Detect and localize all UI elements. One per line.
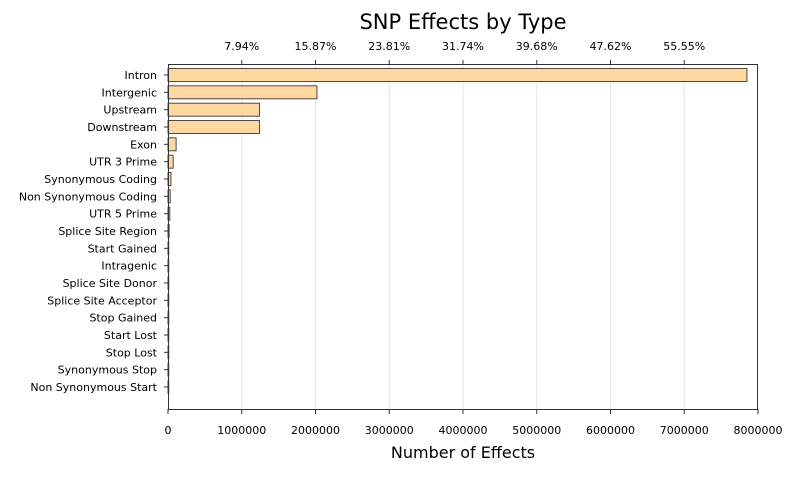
category-label: UTR 5 Prime xyxy=(89,208,157,221)
chart-title: SNP Effects by Type xyxy=(359,10,566,34)
x-tick-label: 7000000 xyxy=(660,424,709,437)
bar xyxy=(167,102,260,117)
category-labels: Intron Intergenic Upstream Downstream Exon UT… xyxy=(19,69,168,394)
category-label: Downstream xyxy=(87,121,157,134)
category-label: Synonymous Stop xyxy=(58,364,157,377)
percent-tick-label: 23.81% xyxy=(368,40,410,53)
x-tick-label: 3000000 xyxy=(365,424,414,437)
x-axis-label: Number of Effects xyxy=(391,443,535,462)
percent-tick-label: 47.62% xyxy=(590,40,632,53)
category-label: Stop Lost xyxy=(106,346,158,359)
x-tick-label: 4000000 xyxy=(439,424,488,437)
percent-tick-label: 39.68% xyxy=(516,40,558,53)
bars-layer xyxy=(167,68,748,394)
percent-tick-label: 55.55% xyxy=(663,40,705,53)
category-label: Non Synonymous Coding xyxy=(19,190,157,203)
x-tick-label: 1000000 xyxy=(217,424,266,437)
category-label: Intron xyxy=(124,69,157,82)
category-label: Upstream xyxy=(103,104,157,117)
category-label: Stop Gained xyxy=(89,312,157,325)
x-tick-label: 8000000 xyxy=(734,424,783,437)
category-label: Splice Site Donor xyxy=(63,277,158,290)
category-label: Intragenic xyxy=(101,260,157,273)
bar xyxy=(167,120,260,134)
percent-tick-label: 7.94% xyxy=(224,40,259,53)
category-label: Splice Site Acceptor xyxy=(47,294,157,307)
category-label: Synonymous Coding xyxy=(44,173,157,186)
category-label: Exon xyxy=(130,138,157,151)
percent-tick-label: 31.74% xyxy=(442,40,484,53)
grid-layer xyxy=(241,64,685,409)
x-tick-label: 5000000 xyxy=(512,424,561,437)
x-tick-label: 0 xyxy=(165,424,172,437)
bar xyxy=(167,68,748,82)
category-label: UTR 3 Prime xyxy=(89,156,157,169)
category-label: Start Lost xyxy=(104,329,158,342)
percent-ticks: 7.94% 15.87% 23.81% 31.74% 39.68% 47.62% 55.55… xyxy=(224,40,705,64)
category-label: Start Gained xyxy=(88,242,157,255)
x-ticks: 0 1000000 2000000 3000000 4000000 5000000 6000… xyxy=(165,409,783,437)
category-label: Splice Site Region xyxy=(58,225,157,238)
x-tick-label: 2000000 xyxy=(291,424,340,437)
category-label: Intergenic xyxy=(102,86,157,99)
x-tick-label: 6000000 xyxy=(586,424,635,437)
bar xyxy=(167,137,177,152)
category-label: Non Synonymous Start xyxy=(30,381,157,394)
percent-tick-label: 15.87% xyxy=(295,40,337,53)
bar xyxy=(167,85,318,100)
